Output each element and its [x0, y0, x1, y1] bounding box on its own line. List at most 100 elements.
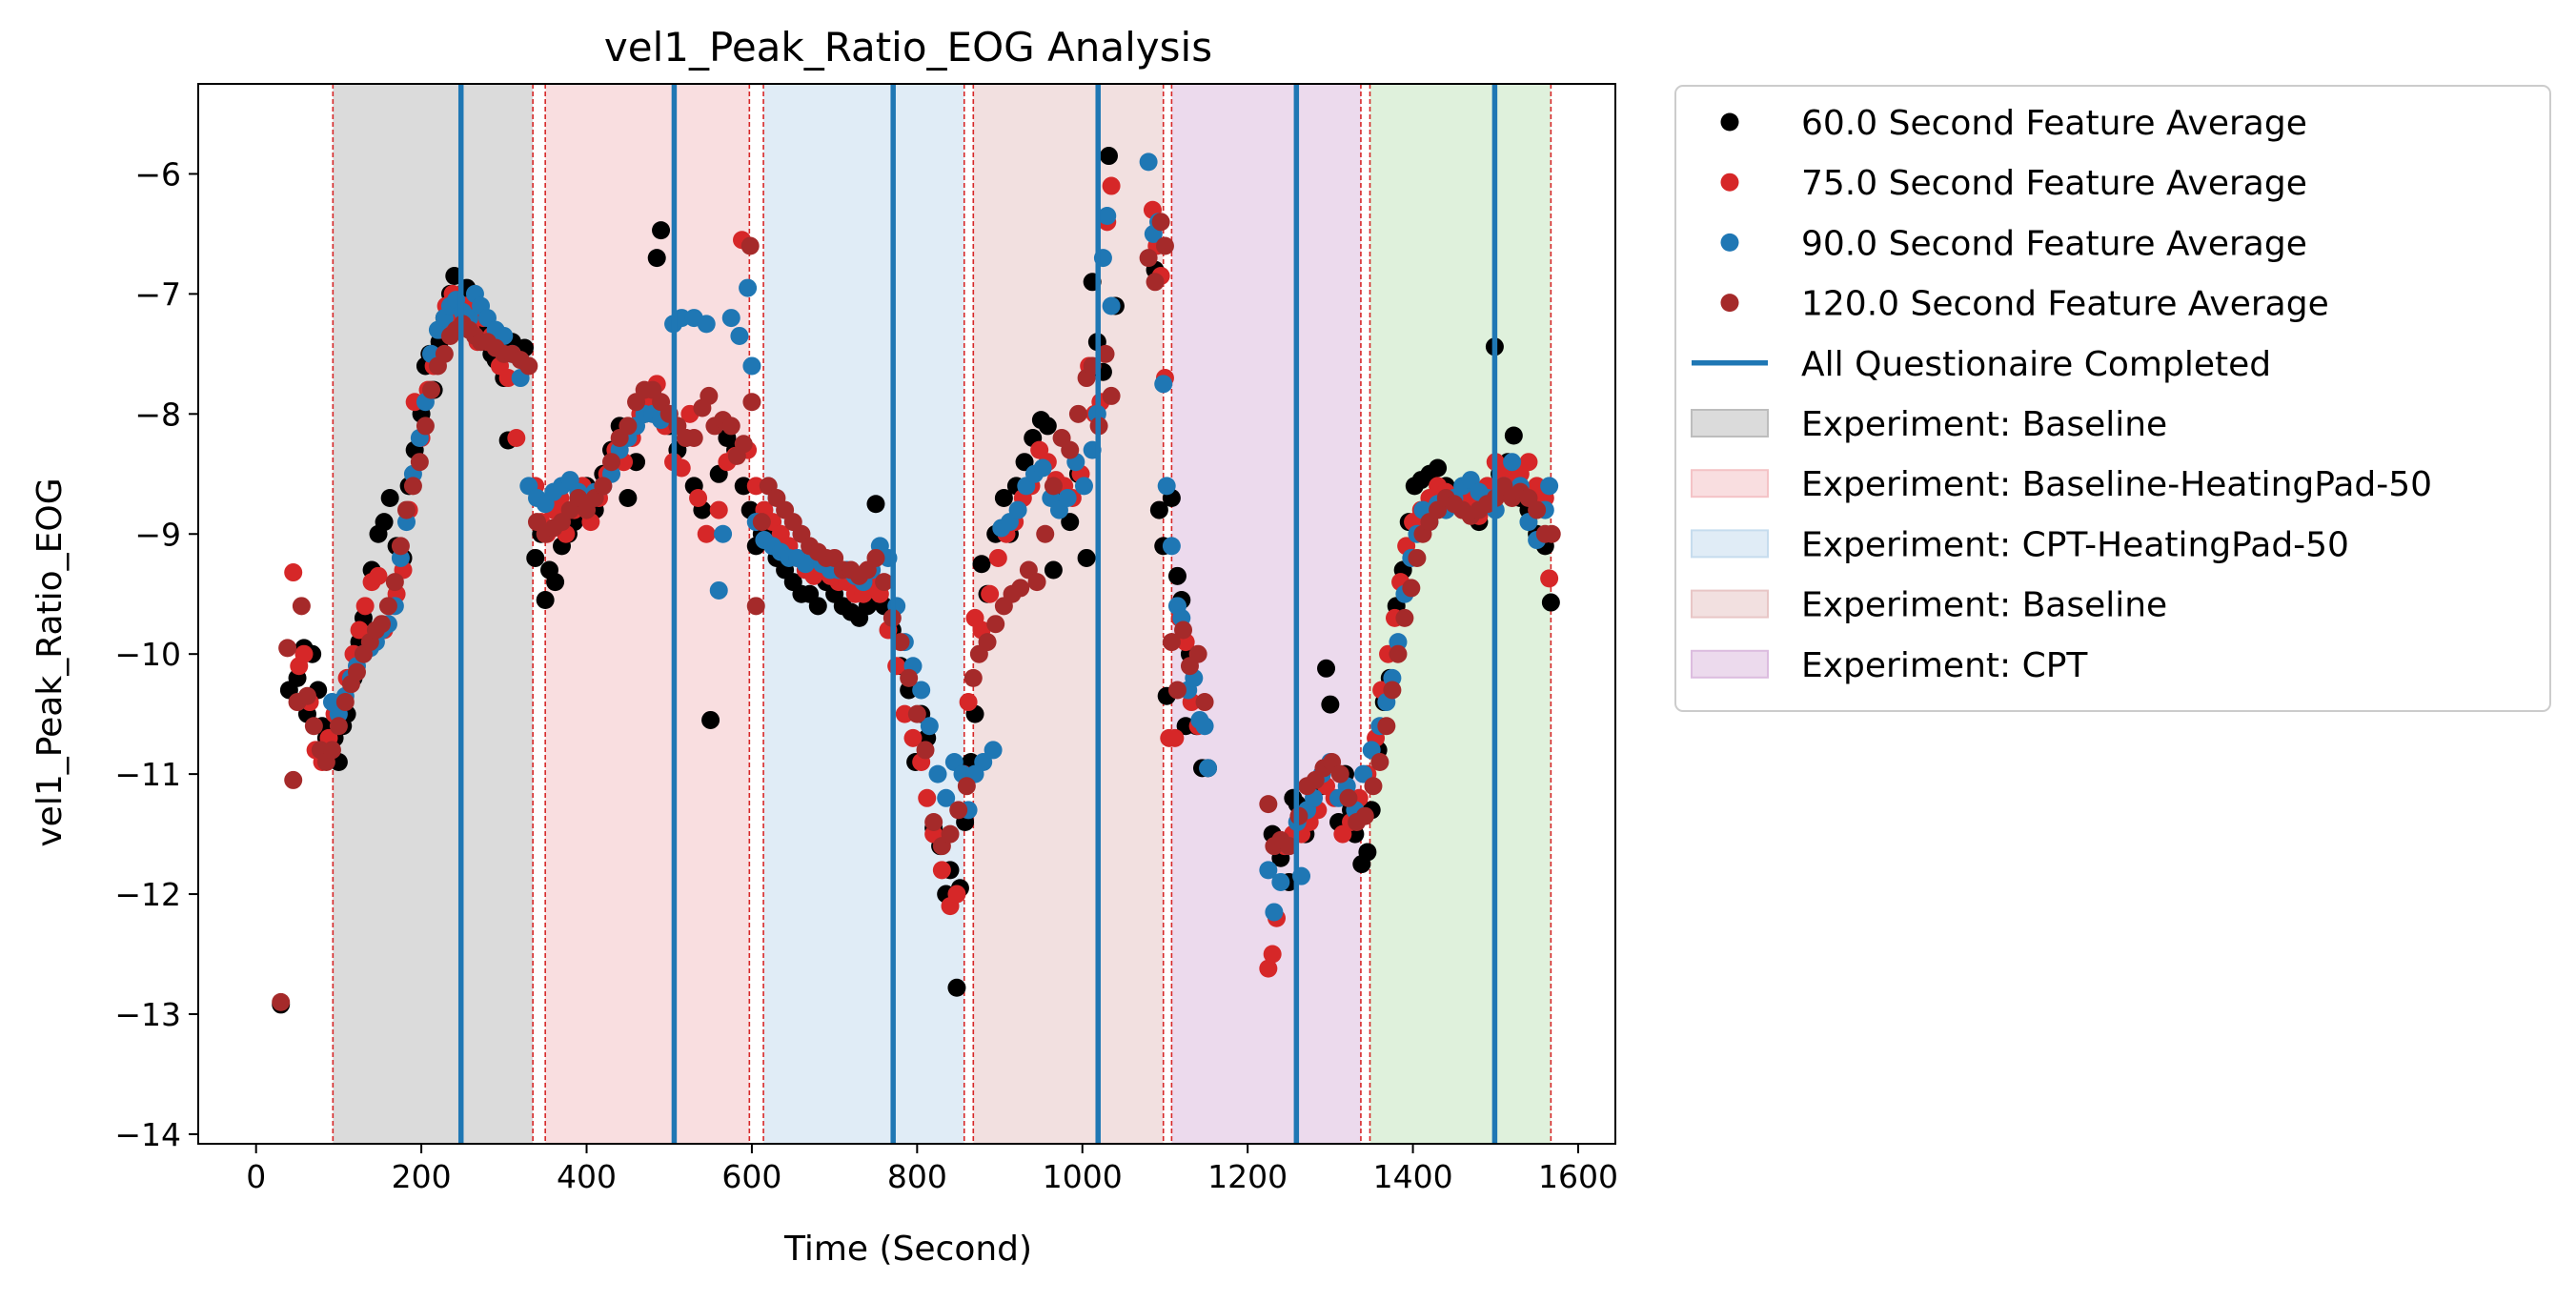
data-point: [916, 741, 935, 760]
x-tick-label: 1600: [1538, 1158, 1618, 1195]
data-point: [920, 717, 939, 736]
data-point: [746, 477, 765, 496]
data-point: [1339, 788, 1358, 807]
x-tick-label: 0: [246, 1158, 266, 1195]
data-point: [907, 704, 926, 723]
data-point: [714, 524, 733, 543]
data-point: [1354, 764, 1373, 783]
data-point: [900, 668, 919, 687]
data-point: [619, 488, 638, 507]
series-3: [272, 213, 1561, 1011]
data-point: [949, 801, 968, 820]
data-point: [742, 393, 761, 412]
data-point: [1102, 176, 1121, 195]
data-point: [947, 885, 966, 904]
chart-title: vel1_Peak_Ratio_EOG Analysis: [604, 24, 1212, 71]
data-point: [396, 500, 416, 519]
data-point: [619, 417, 638, 436]
y-tick-label: −13: [114, 996, 181, 1033]
data-point: [891, 633, 910, 652]
data-point: [1195, 717, 1214, 736]
data-point: [498, 369, 517, 388]
data-point: [1402, 579, 1421, 598]
data-point: [322, 741, 341, 760]
data-point: [866, 548, 885, 567]
data-point: [435, 344, 454, 363]
experiment-band-4: [1171, 84, 1361, 1144]
data-point: [994, 488, 1013, 507]
data-point: [519, 356, 538, 376]
data-point: [329, 717, 348, 736]
legend-marker: [1720, 173, 1739, 192]
data-point: [1540, 477, 1559, 496]
legend-label: Experiment: Baseline-HeatingPad-50: [1801, 465, 2432, 504]
data-point: [1099, 147, 1118, 166]
x-tick-label: 400: [557, 1158, 617, 1195]
data-point: [684, 429, 703, 448]
legend-item-8: Experiment: Baseline: [1691, 586, 2167, 625]
legend-item-6: Experiment: Baseline-HeatingPad-50: [1691, 465, 2432, 504]
data-point: [941, 824, 960, 844]
data-point: [932, 861, 951, 880]
data-point: [1355, 806, 1374, 825]
data-point: [1167, 566, 1187, 585]
data-point: [1358, 843, 1377, 862]
legend-label: 90.0 Second Feature Average: [1801, 224, 2307, 263]
data-point: [928, 764, 947, 783]
data-point: [375, 513, 394, 532]
y-axis-label: vel1_Peak_Ratio_EOG: [30, 478, 70, 846]
data-point: [1074, 477, 1093, 496]
data-point: [689, 488, 708, 507]
data-point: [1364, 777, 1383, 796]
data-point: [1259, 795, 1278, 814]
data-point: [1044, 560, 1063, 580]
data-point: [1330, 764, 1349, 783]
questionnaire-lines: [457, 84, 1498, 1144]
data-point: [1077, 548, 1096, 567]
data-point: [986, 615, 1005, 634]
data-point: [957, 777, 976, 796]
data-point: [709, 580, 728, 600]
data-point: [1027, 573, 1046, 592]
data-point: [1166, 728, 1185, 747]
data-point: [1162, 537, 1181, 556]
y-tick-label: −14: [114, 1116, 181, 1153]
legend-label: 60.0 Second Feature Average: [1801, 104, 2307, 143]
legend-marker: [1720, 233, 1739, 252]
data-point: [697, 524, 716, 543]
data-point: [988, 548, 1007, 567]
data-point: [1540, 569, 1559, 588]
legend-item-3: 120.0 Second Feature Average: [1720, 285, 2329, 324]
data-point: [422, 380, 441, 399]
data-point: [1321, 695, 1340, 714]
data-point: [1098, 207, 1117, 226]
data-point: [963, 668, 983, 687]
legend-marker: [1720, 294, 1739, 313]
data-point: [297, 686, 316, 705]
data-point: [974, 753, 993, 772]
data-point: [378, 597, 397, 616]
data-point: [350, 620, 369, 640]
data-point: [1265, 903, 1284, 922]
data-point: [701, 710, 720, 729]
y-tick-label: −10: [114, 636, 181, 673]
data-point: [594, 477, 613, 496]
legend-item-5: Experiment: Baseline: [1691, 405, 2167, 444]
legend: 60.0 Second Feature Average 75.0 Second F…: [1674, 85, 2551, 712]
data-point: [1259, 861, 1278, 880]
data-point: [1149, 500, 1168, 519]
data-point: [284, 563, 303, 582]
data-point: [1102, 296, 1121, 315]
legend-item-4: All Questionaire Completed: [1692, 345, 2271, 384]
data-point: [1259, 959, 1278, 978]
data-point: [1317, 659, 1336, 678]
legend-item-7: Experiment: CPT-HeatingPad-50: [1691, 525, 2349, 564]
data-point: [875, 573, 894, 592]
data-point: [1503, 453, 1522, 472]
data-point: [627, 453, 646, 472]
x-tick-label: 1200: [1207, 1158, 1288, 1195]
data-point: [697, 315, 716, 334]
data-point: [546, 573, 565, 592]
x-tick-label: 1400: [1373, 1158, 1453, 1195]
